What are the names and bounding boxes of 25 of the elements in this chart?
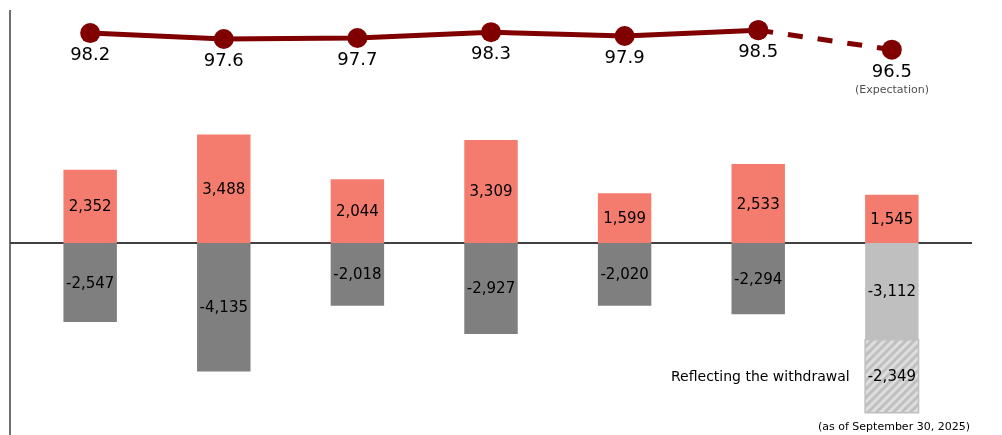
data-label: 98.2 <box>70 43 111 65</box>
data-label: 97.6 <box>203 48 244 70</box>
data-label: -3,112 <box>867 282 917 301</box>
data-label: 96.5 <box>871 59 912 81</box>
data-label: -4,135 <box>199 298 248 317</box>
text: (Expectation) <box>855 83 929 96</box>
data-label: 97.9 <box>604 46 645 68</box>
data-label: -2,020 <box>600 265 649 284</box>
text: (as of September 30, 2025) <box>818 420 970 433</box>
data-label: 3,309 <box>469 182 513 201</box>
data-label: -2,547 <box>65 273 115 292</box>
annotation: Reflecting the withdrawal <box>671 368 850 384</box>
data-label: 2,352 <box>68 197 112 216</box>
data-label: 3,488 <box>202 179 246 198</box>
data-label: -2,349 <box>867 367 917 386</box>
data-label: 2,044 <box>335 202 379 221</box>
data-label: -2,018 <box>333 265 382 284</box>
data-label: 98.3 <box>470 42 512 64</box>
data-label: 1,545 <box>870 209 914 228</box>
data-label: -2,927 <box>466 279 516 298</box>
data-label: 97.7 <box>337 47 378 69</box>
data-label: 1,599 <box>603 209 647 228</box>
data-label: 98.5 <box>738 40 779 62</box>
data-label: 2,533 <box>736 194 780 213</box>
data-label: -2,294 <box>734 269 783 288</box>
